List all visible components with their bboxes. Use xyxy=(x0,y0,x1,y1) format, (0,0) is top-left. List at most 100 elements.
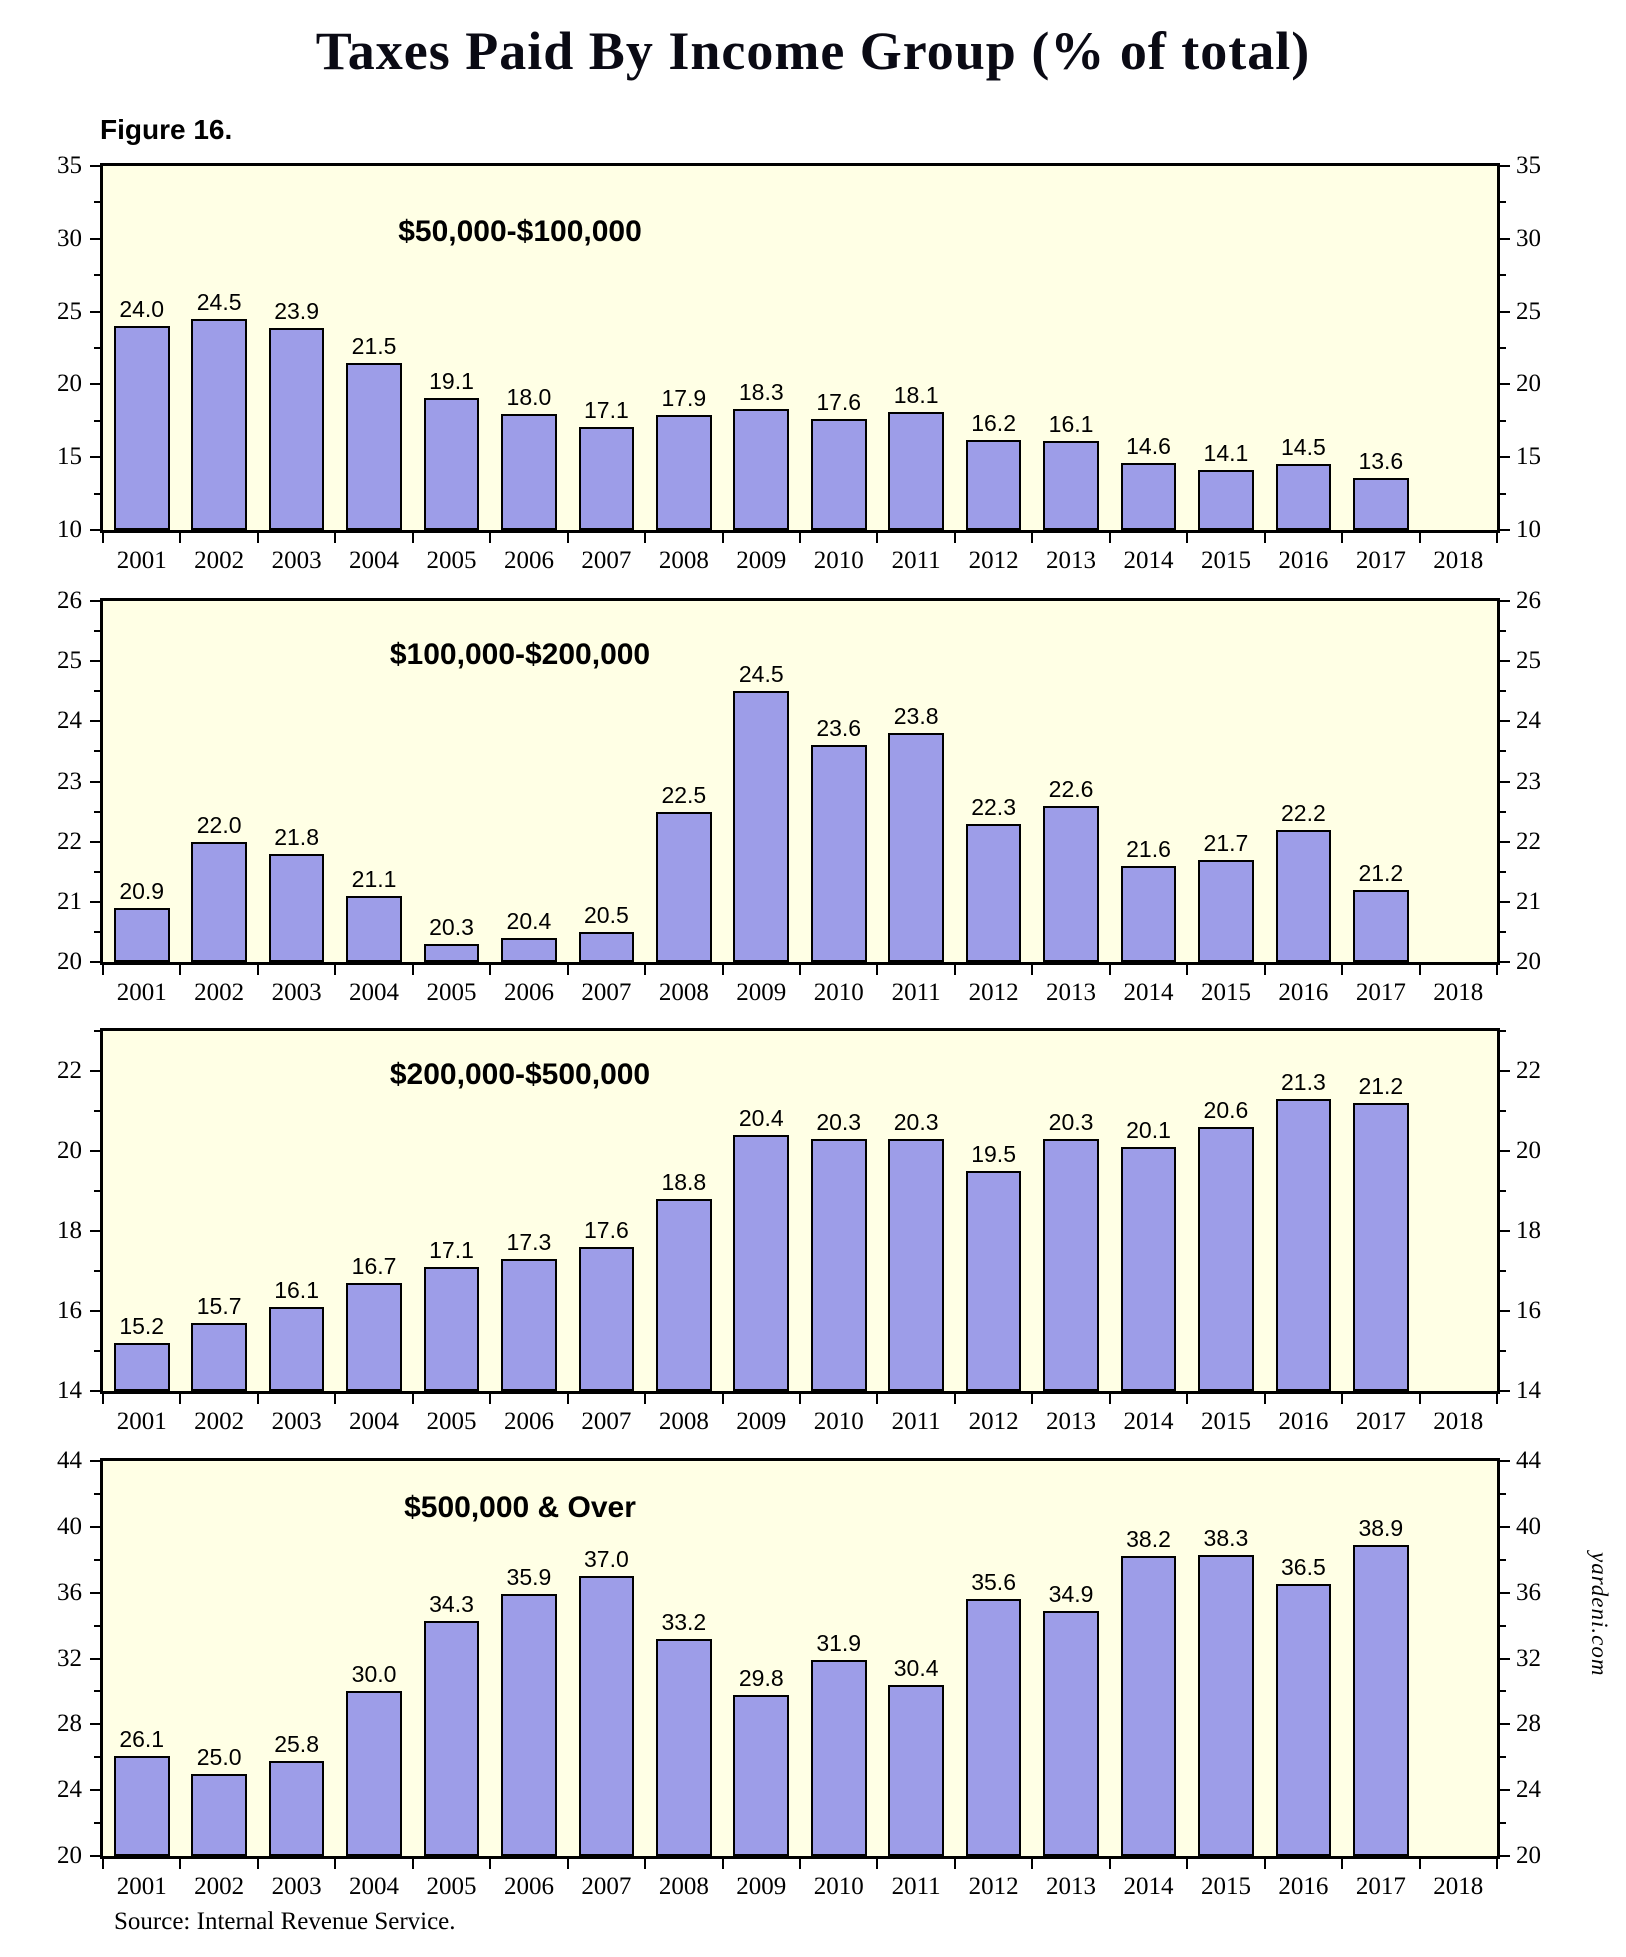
x-tick xyxy=(1341,1859,1344,1869)
bar xyxy=(1275,829,1332,962)
chart-panel: 10 10 15 15 20 20 25 25 30 30 35 35 2001 24.0 2002 24.5… xyxy=(0,152,1626,588)
x-axis-label: 2006 xyxy=(503,1873,554,1900)
bar-value-label: 22.0 xyxy=(196,811,242,838)
x-tick xyxy=(953,533,956,543)
y-tick-left xyxy=(90,1789,100,1792)
y-minor-tick-right xyxy=(1500,690,1506,693)
bar xyxy=(1275,464,1332,530)
bar xyxy=(1120,865,1177,962)
x-tick xyxy=(876,533,879,543)
y-axis-label-left: 24 xyxy=(57,1776,82,1804)
y-tick-right xyxy=(1500,1390,1510,1392)
bar xyxy=(1198,1127,1254,1391)
bar-value-label: 22.3 xyxy=(971,793,1016,820)
x-axis-label: 2014 xyxy=(1123,979,1174,1006)
x-axis-label: 2016 xyxy=(1278,979,1329,1006)
x-axis-label: 2015 xyxy=(1200,1873,1251,1900)
x-axis-label: 2016 xyxy=(1278,1408,1329,1435)
bar xyxy=(113,907,170,962)
x-tick xyxy=(256,1859,259,1869)
bar xyxy=(733,1135,790,1391)
x-axis-label: 2010 xyxy=(813,547,864,574)
bar xyxy=(965,823,1022,962)
bar xyxy=(888,733,945,962)
y-minor-tick-right xyxy=(1500,492,1506,495)
x-axis-label: 2010 xyxy=(813,1873,864,1900)
bar xyxy=(268,853,325,962)
x-axis-label: 2001 xyxy=(116,979,167,1006)
y-axis-label-right: 25 xyxy=(1516,647,1541,675)
y-minor-tick-right xyxy=(1500,1492,1506,1495)
x-axis-label: 2018 xyxy=(1433,1408,1484,1435)
x-tick xyxy=(644,1859,647,1869)
x-axis-label: 2015 xyxy=(1200,1408,1251,1435)
bar xyxy=(1120,463,1177,530)
x-tick xyxy=(102,1859,104,1869)
x-axis-label: 2015 xyxy=(1200,979,1251,1006)
y-axis-label-right: 18 xyxy=(1516,1217,1541,1244)
x-axis-label: 2013 xyxy=(1046,979,1097,1006)
x-axis-label: 2014 xyxy=(1123,1873,1174,1900)
x-tick xyxy=(489,965,492,975)
x-axis-label: 2002 xyxy=(194,547,245,574)
y-minor-tick-left xyxy=(94,870,100,873)
x-tick xyxy=(1108,1394,1111,1404)
x-axis-label: 2002 xyxy=(194,979,245,1006)
x-axis-label: 2007 xyxy=(581,1408,632,1435)
y-tick-right xyxy=(1500,1723,1510,1726)
x-axis-label: 2004 xyxy=(349,1873,400,1900)
x-axis-label: 2005 xyxy=(426,547,477,574)
bar-value-label: 14.6 xyxy=(1126,433,1171,460)
y-tick-right xyxy=(1500,237,1510,240)
y-minor-tick-left xyxy=(94,630,100,633)
x-tick xyxy=(1418,1859,1421,1869)
bar-value-label: 21.3 xyxy=(1280,1069,1326,1095)
bar xyxy=(655,1638,712,1856)
y-tick-right xyxy=(1500,1150,1510,1152)
x-tick xyxy=(334,1859,337,1869)
plot-area xyxy=(100,1458,1500,1859)
x-tick xyxy=(334,965,337,975)
x-axis-label: 2016 xyxy=(1278,1873,1329,1900)
bar-value-label: 38.3 xyxy=(1203,1524,1249,1551)
bar-value-label: 17.3 xyxy=(506,1229,552,1255)
x-axis-label: 2011 xyxy=(891,979,941,1006)
x-axis-label: 2012 xyxy=(968,979,1019,1006)
bar-value-label: 15.2 xyxy=(119,1313,165,1339)
y-tick-right xyxy=(1500,310,1510,313)
bar xyxy=(1043,805,1099,962)
bar xyxy=(733,409,790,530)
y-minor-tick-left xyxy=(94,1350,100,1352)
bar xyxy=(1352,1103,1409,1391)
y-minor-tick-right xyxy=(1500,1110,1506,1112)
y-axis-label-right: 28 xyxy=(1516,1710,1541,1738)
y-axis-label-right: 24 xyxy=(1516,1776,1541,1804)
y-axis-label-left: 44 xyxy=(57,1447,82,1474)
x-axis-label: 2010 xyxy=(813,1408,864,1435)
y-minor-tick-right xyxy=(1500,1690,1506,1693)
x-axis-label: 2018 xyxy=(1433,979,1484,1006)
bar-value-label: 18.8 xyxy=(661,1169,707,1195)
y-minor-tick-left xyxy=(94,1110,100,1112)
y-axis-label-left: 24 xyxy=(57,707,82,735)
x-tick xyxy=(876,965,879,975)
y-axis-label-left: 28 xyxy=(57,1710,82,1738)
bar-value-label: 24.5 xyxy=(196,288,242,315)
bar-value-label: 21.7 xyxy=(1203,829,1249,856)
x-tick xyxy=(1496,533,1498,543)
y-axis-label-left: 15 xyxy=(57,443,82,471)
bar-value-label: 22.5 xyxy=(661,781,707,808)
bar xyxy=(1043,441,1099,530)
x-tick xyxy=(411,965,414,975)
y-minor-tick-left xyxy=(94,1624,100,1627)
bar xyxy=(191,318,248,530)
x-tick xyxy=(1341,1394,1344,1404)
y-minor-tick-left xyxy=(94,690,100,693)
y-tick-right xyxy=(1500,1525,1510,1528)
bar xyxy=(191,1773,248,1856)
y-axis-label-right: 44 xyxy=(1516,1447,1541,1474)
y-tick-left xyxy=(90,1310,100,1312)
y-minor-tick-left xyxy=(94,810,100,813)
y-tick-left xyxy=(90,1460,100,1462)
x-tick xyxy=(721,1394,724,1404)
